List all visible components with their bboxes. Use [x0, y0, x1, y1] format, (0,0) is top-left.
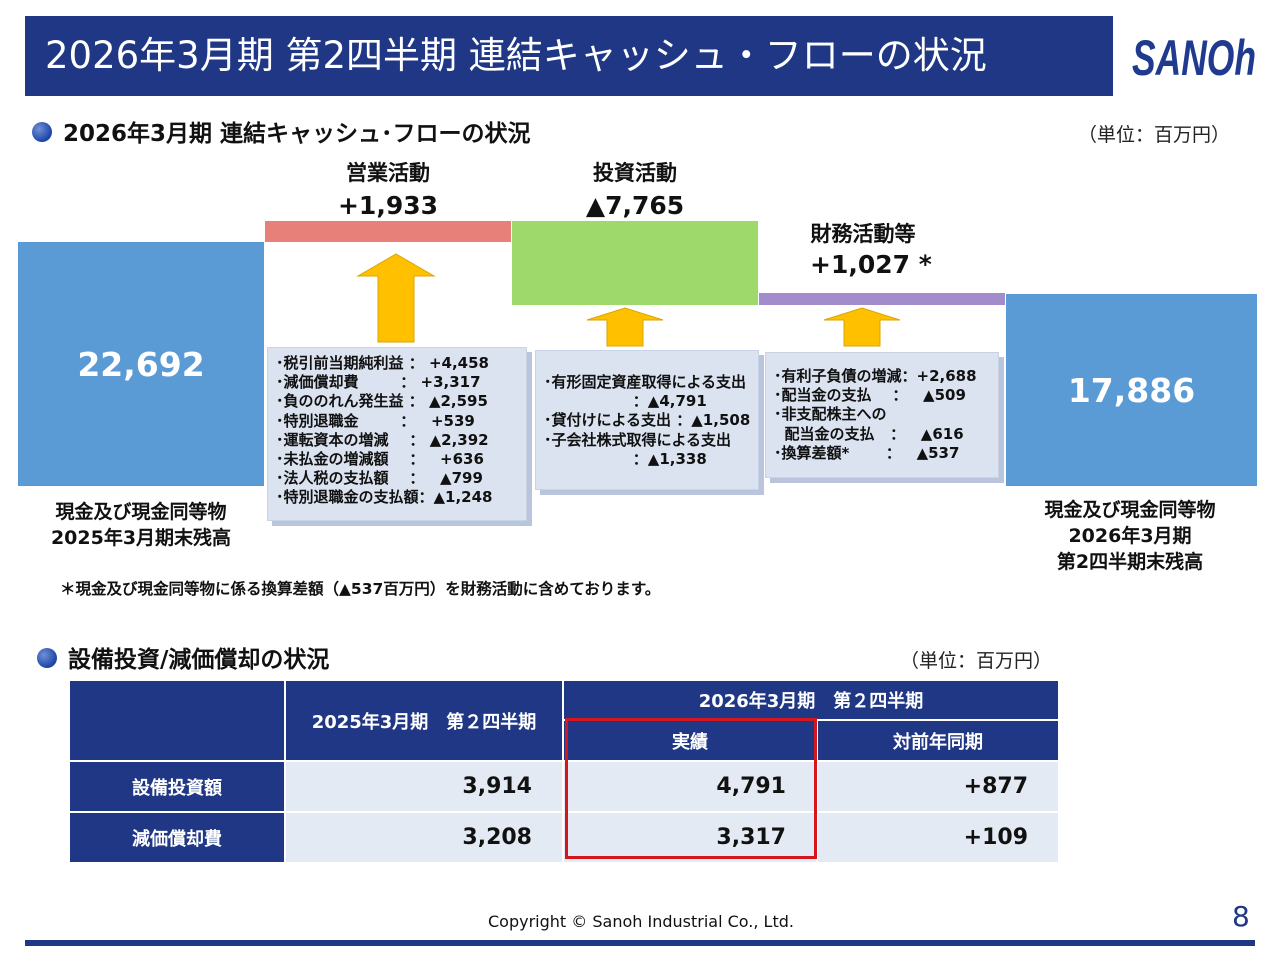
sanoh-logo: SANOh [1132, 30, 1256, 84]
header-actual: 実績 [562, 719, 818, 762]
capex-unit: （単位：百万円） [900, 650, 1053, 672]
investing-details: ･有形固定資産取得による支出 ：▲4,791 ･貸付けによる支出 ：▲1,508… [535, 350, 759, 490]
start-label-line1: 現金及び現金同等物 [55, 501, 227, 523]
cell-yoy: +109 [816, 811, 1060, 864]
end-balance-value: 17,886 [1067, 370, 1196, 410]
detail-line: ･子会社株式取得による支出 [544, 430, 732, 449]
financing-up-arrow-icon [823, 307, 901, 347]
detail-line: ･負ののれん発生益 ： ▲2,595 [276, 392, 488, 411]
cashflow-unit: （単位：百万円） [1078, 124, 1231, 146]
table-row: 設備投資額 3,914 4,791 +877 [68, 760, 1060, 813]
logo-text: SANOh [1132, 30, 1256, 84]
end-balance-label: 現金及び現金同等物 2026年3月期 第2四半期末残高 [1000, 497, 1260, 575]
financing-bar [759, 293, 1005, 305]
table-row: 減価償却費 3,208 3,317 +109 [68, 811, 1060, 864]
row-label: 設備投資額 [68, 760, 286, 813]
detail-line: ･特別退職金 ： +539 [276, 411, 475, 430]
cell-yoy: +877 [816, 760, 1060, 813]
detail-line: ･貸付けによる支出 ：▲1,508 [544, 411, 751, 430]
operating-details: ･税引前当期純利益 ： +4,458 ･減価償却費 ： +3,317 ･負ののれ… [267, 347, 527, 521]
end-label-line1: 現金及び現金同等物 [1044, 499, 1216, 521]
detail-line: ･運転資本の増減 ： ▲2,392 [276, 430, 489, 449]
footnote: ＊現金及び現金同等物に係る換算差額（▲537百万円）を財務活動に含めております。 [60, 580, 661, 598]
section-bullet-icon [37, 648, 57, 668]
detail-line: ･法人税の支払額 ： ▲799 [276, 469, 483, 488]
title-bar [25, 16, 1113, 96]
cell-actual: 4,791 [562, 760, 818, 813]
page-number: 8 [1232, 900, 1250, 933]
operating-up-arrow-icon [356, 253, 436, 343]
actual-column-highlight [565, 718, 817, 859]
end-label-line2: 2026年3月期 [1068, 525, 1192, 547]
row-label: 減価償却費 [68, 811, 286, 864]
detail-line: ･有形固定資産取得による支出 [544, 373, 747, 391]
detail-line: ･減価償却費 ： +3,317 [276, 373, 481, 392]
cell-prev: 3,914 [284, 760, 564, 813]
end-label-line3: 第2四半期末残高 [1056, 551, 1204, 573]
detail-line: ･未払金の増減額 ： +636 [276, 450, 484, 469]
detail-line: ･有利子負債の増減：+2,688 [774, 367, 977, 385]
header-prev: 2025年3月期 第２四半期 [284, 679, 564, 762]
start-balance-label: 現金及び現金同等物 2025年3月期末残高 [18, 499, 264, 551]
header-curr-group: 2026年3月期 第２四半期 [562, 679, 1060, 721]
detail-line: ･配当金の支払 ： ▲509 [774, 386, 966, 405]
investing-bar [512, 221, 758, 305]
capex-heading: 設備投資/減価償却の状況 [68, 647, 330, 673]
detail-line: ･非支配株主への [774, 405, 887, 424]
table-corner-cell [68, 679, 286, 762]
page-title: 2026年3月期 第2四半期 連結キャッシュ・フローの状況 [45, 34, 987, 77]
financing-title: 財務活動等 [810, 222, 916, 246]
cell-actual: 3,317 [562, 811, 818, 864]
detail-line: ：▲1,338 [544, 449, 707, 468]
investing-value: ▲7,765 [585, 191, 685, 220]
header-yoy: 対前年同期 [816, 719, 1060, 762]
detail-line: ･換算差額* ： ▲537 [774, 443, 960, 462]
investing-up-arrow-icon [586, 307, 664, 347]
operating-title: 営業活動 [346, 161, 430, 185]
capex-table: 2025年3月期 第２四半期 2026年3月期 第２四半期 実績 対前年同期 設… [68, 679, 1060, 864]
operating-bar [265, 221, 511, 242]
detail-line: 配当金の支払 ： ▲616 [774, 424, 964, 443]
cashflow-heading: 2026年3月期 連結キャッシュ･フローの状況 [63, 121, 531, 147]
start-balance-bar: 22,692 [18, 242, 264, 486]
detail-line: ･税引前当期純利益 ： +4,458 [276, 354, 489, 372]
section-bullet-icon [32, 122, 52, 142]
start-balance-value: 22,692 [77, 344, 205, 384]
detail-line: ：▲4,791 [544, 392, 707, 411]
operating-value: +1,933 [337, 191, 439, 220]
cell-prev: 3,208 [284, 811, 564, 864]
detail-line: ･特別退職金の支払額：▲1,248 [276, 488, 493, 507]
end-balance-bar: 17,886 [1006, 294, 1257, 486]
investing-title: 投資活動 [593, 161, 677, 185]
copyright: Copyright © Sanoh Industrial Co., Ltd. [488, 912, 794, 931]
financing-value: +1,027 * [810, 250, 932, 279]
bottom-rule [25, 940, 1255, 946]
financing-details: ･有利子負債の増減：+2,688 ･配当金の支払 ： ▲509 ･非支配株主への… [765, 352, 999, 478]
start-label-line2: 2025年3月期末残高 [50, 527, 232, 549]
